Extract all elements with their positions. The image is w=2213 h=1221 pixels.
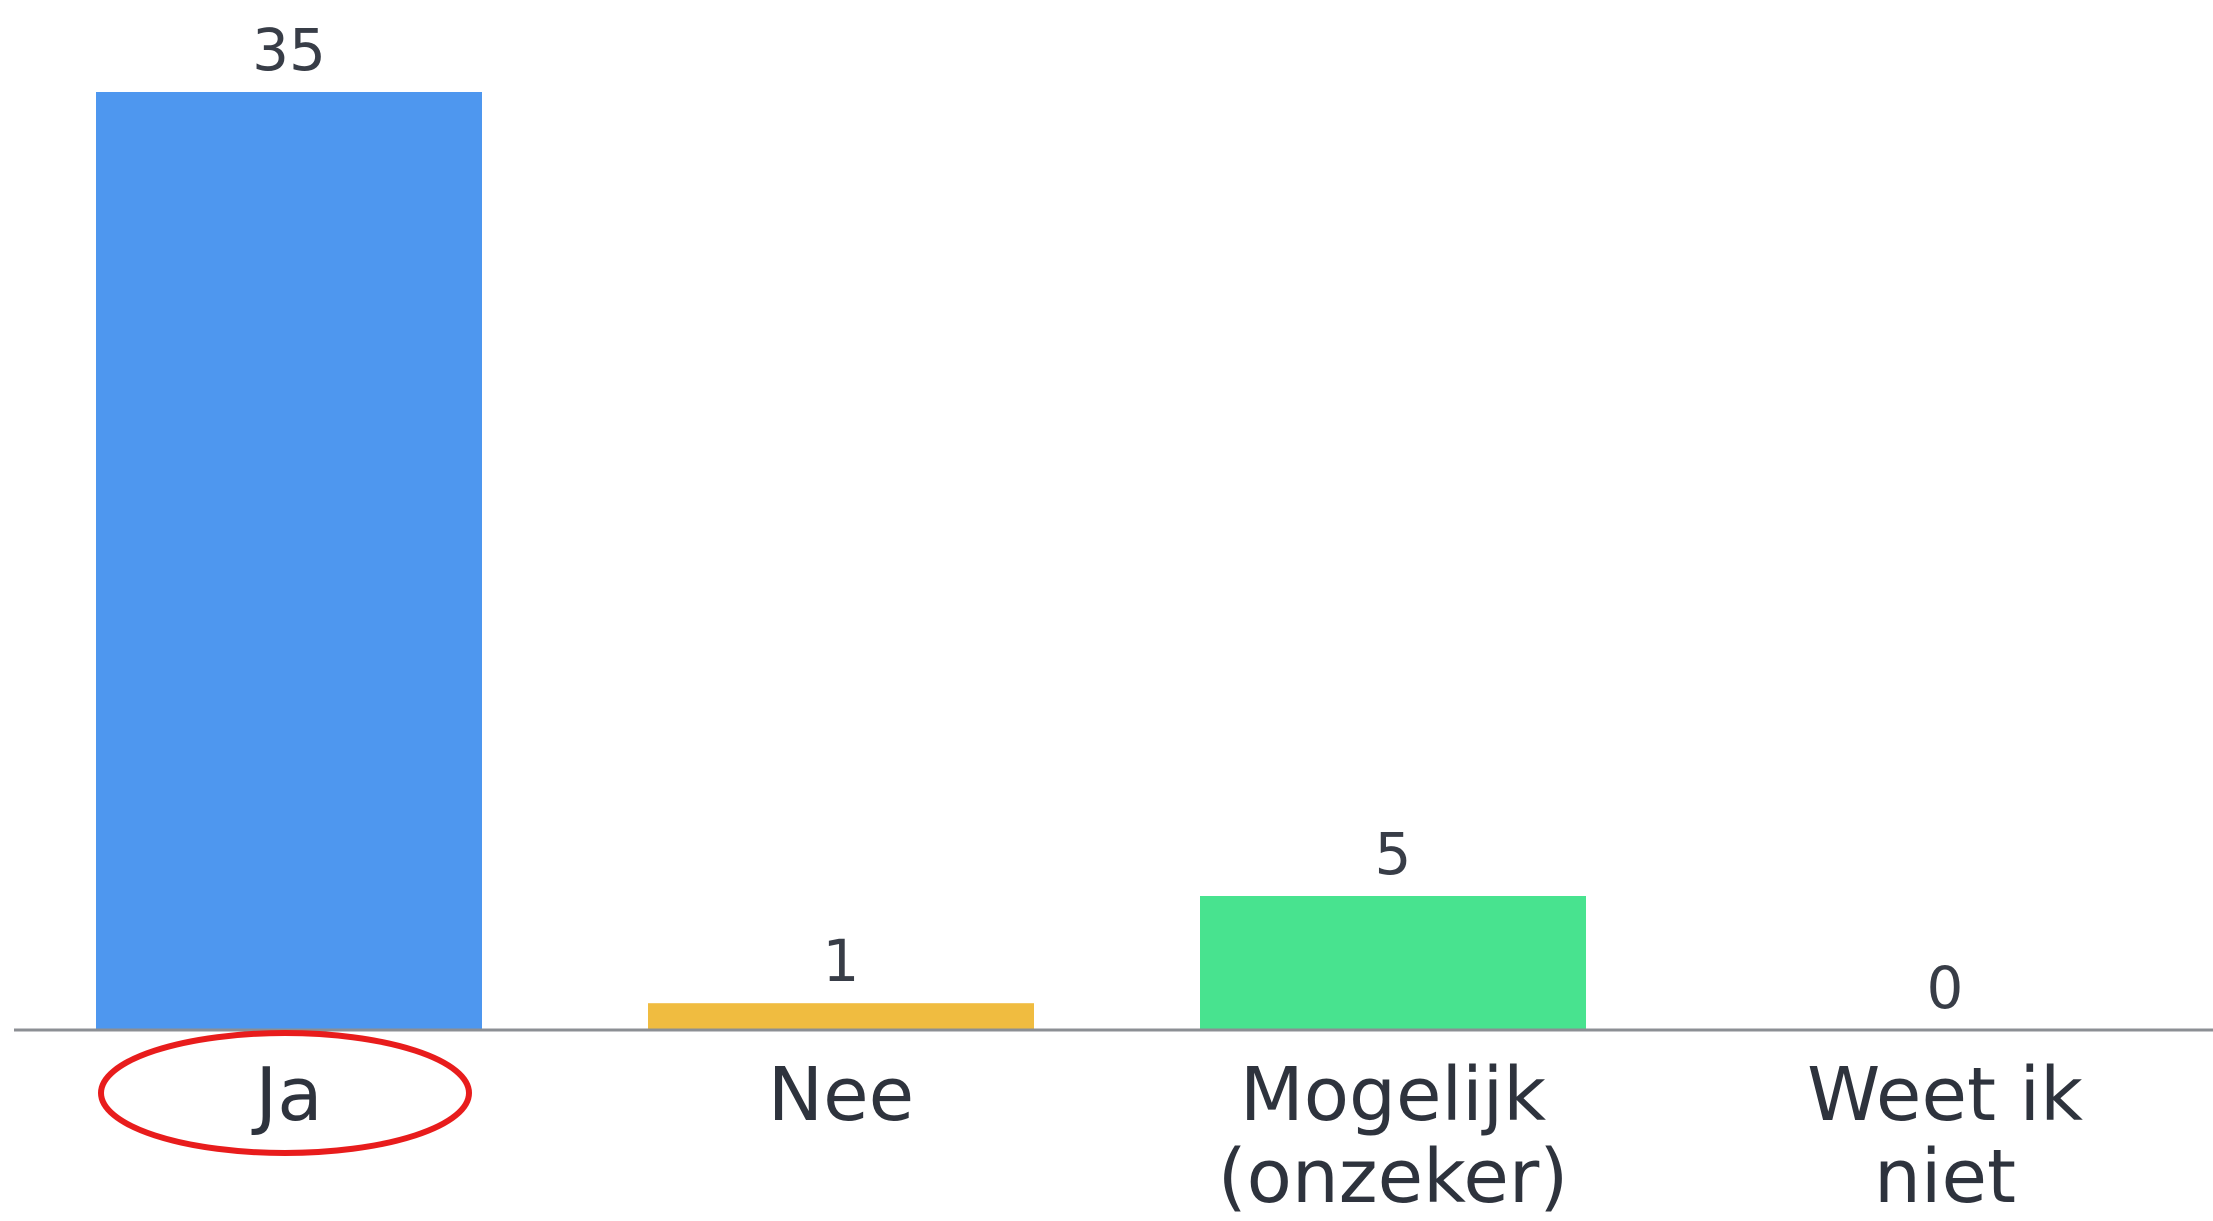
- bar-2: [648, 1003, 1034, 1030]
- category-label-4: Weet ik niet: [1807, 1052, 2083, 1220]
- category-label-line: Nee: [768, 1052, 914, 1138]
- category-label-line: Mogelijk: [1240, 1052, 1546, 1138]
- category-label-line: Ja: [251, 1052, 322, 1138]
- value-label-1: 35: [252, 16, 326, 84]
- bars-layer: [96, 92, 1586, 1030]
- category-label-3: Mogelijk (onzeker): [1218, 1052, 1568, 1220]
- value-label-3: 5: [1375, 820, 1412, 888]
- value-label-2: 1: [823, 927, 860, 995]
- category-label-1: Ja: [251, 1052, 322, 1138]
- highlight-circle: [98, 1030, 472, 1156]
- bar-3: [1200, 896, 1586, 1030]
- category-label-line: Weet ik: [1807, 1052, 2083, 1138]
- category-label-line: niet: [1874, 1134, 2016, 1220]
- bar-1: [96, 92, 482, 1030]
- value-label-4: 0: [1927, 954, 1964, 1022]
- category-label-2: Nee: [768, 1052, 914, 1138]
- value-labels-layer: 35 1 5 0: [252, 16, 1963, 1022]
- category-label-line: (onzeker): [1218, 1134, 1568, 1220]
- category-labels-layer: Ja Nee Mogelijk (onzeker) Weet ik niet: [251, 1052, 2083, 1220]
